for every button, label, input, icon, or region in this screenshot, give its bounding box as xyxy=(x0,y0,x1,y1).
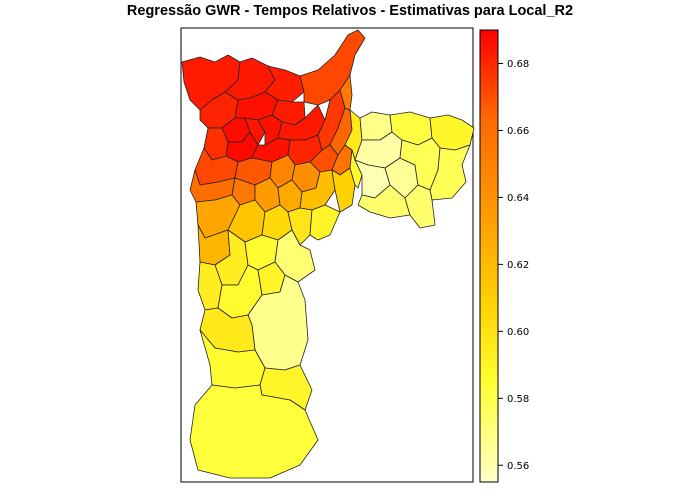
map-region xyxy=(404,184,436,229)
legend-ticks: 0.56 0.58 0.60 0.62 0.64 0.66 0.68 xyxy=(498,59,529,472)
map-regions xyxy=(181,29,475,479)
legend-color-bar xyxy=(479,29,499,483)
map-region xyxy=(299,29,366,106)
legend-tick-label: 0.64 xyxy=(507,193,529,204)
map-region xyxy=(331,167,356,213)
map-title: Regressão GWR - Tempos Relativos - Estim… xyxy=(126,3,574,19)
legend-tick-label: 0.58 xyxy=(507,394,529,405)
legend-tick-label: 0.60 xyxy=(507,327,529,338)
legend-tick-label: 0.56 xyxy=(507,461,529,472)
map-region xyxy=(309,204,341,241)
legend-tick-label: 0.66 xyxy=(507,126,529,137)
legend-tick-label: 0.68 xyxy=(507,59,529,70)
legend-tick-label: 0.62 xyxy=(507,260,529,271)
map-region xyxy=(189,384,319,479)
map-region xyxy=(429,144,471,201)
map-frame xyxy=(180,27,474,483)
map-region xyxy=(244,117,266,146)
map-region xyxy=(339,74,353,111)
